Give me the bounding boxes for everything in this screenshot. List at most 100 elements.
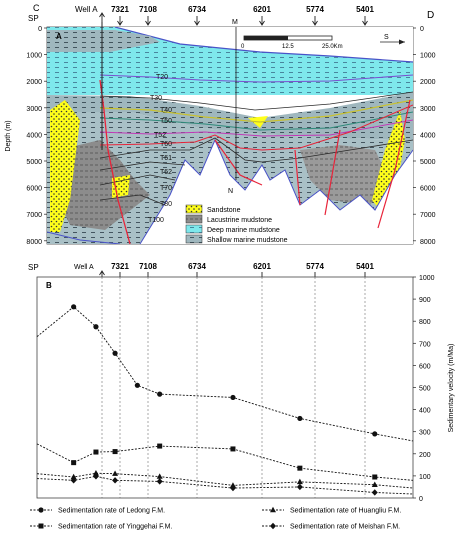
data-point-square xyxy=(93,449,99,455)
basin-floor-left xyxy=(47,231,121,244)
fault-3 xyxy=(294,149,301,206)
shallow-marine-top-pattern xyxy=(47,30,160,52)
basement xyxy=(140,140,413,244)
horizon-t40 xyxy=(99,99,413,123)
sp-arrow-a xyxy=(194,16,200,26)
data-point-triangle xyxy=(112,470,119,476)
rate-gridlines xyxy=(101,277,366,498)
horizon-label: T61 xyxy=(160,155,172,162)
data-point-circle xyxy=(38,507,44,513)
corner-label-right: D xyxy=(427,10,434,21)
basement-top xyxy=(139,138,413,244)
depth-tick-label-right: 3000 xyxy=(420,106,436,113)
rate-series xyxy=(36,304,414,496)
horizon-t20 xyxy=(99,74,413,83)
rate-y-tick-label: 700 xyxy=(419,341,431,348)
depth-tick-label-left: 5000 xyxy=(26,159,42,166)
depth-axis-left: 0 1000 2000 3000 4000 5000 6000 7000 8000 xyxy=(26,26,47,246)
rate-y-tick-label: 900 xyxy=(419,297,431,304)
data-point-square xyxy=(157,443,163,449)
data-point-diamond xyxy=(70,477,77,484)
data-point-circle xyxy=(93,324,99,330)
sp-number-b: 7321 xyxy=(111,262,129,271)
horizon-t62 xyxy=(99,161,186,171)
depth-tick-label-left: 6000 xyxy=(26,186,42,193)
seafloor-line xyxy=(114,27,413,63)
sp-arrow-a xyxy=(312,16,318,26)
fault-n xyxy=(214,139,263,186)
data-point-square xyxy=(38,523,44,529)
depth-tick-label-right: 4000 xyxy=(420,132,436,139)
rate-y-tick-label: 600 xyxy=(419,363,431,370)
sp-number-b: 5774 xyxy=(306,262,324,271)
data-point-diamond xyxy=(296,483,303,491)
horizon-label: T30 xyxy=(150,95,162,102)
depth-tick-label-left: 4000 xyxy=(26,132,42,139)
horizon-label: T52 xyxy=(154,132,166,139)
depth-tick-label-right: 7000 xyxy=(420,212,436,219)
horizon-t70 xyxy=(99,174,176,186)
well-arrow-a xyxy=(99,12,105,22)
rate-y-tick-label: 300 xyxy=(419,430,431,437)
data-point-diamond xyxy=(229,484,236,492)
horizon-label: T40 xyxy=(160,107,172,114)
legend-deep: Deep marine mudstone xyxy=(207,227,280,234)
legend-sandstone: Sandstone xyxy=(207,207,241,214)
sandstone-left-pattern xyxy=(50,100,80,232)
data-point-circle xyxy=(112,350,118,356)
legend-swatch-sandstone-pattern xyxy=(186,205,202,213)
data-point-circle xyxy=(230,394,236,401)
sp-number-a: 6201 xyxy=(253,5,271,14)
rate-series-circle xyxy=(36,304,414,442)
horizon-t50 xyxy=(99,111,413,131)
data-point-triangle xyxy=(270,506,276,513)
sp-arrow-a xyxy=(362,16,368,26)
panel-a-label: A xyxy=(56,32,62,41)
rate-legend: Sedimentation rate of Ledong F.M. Sedimen… xyxy=(30,506,401,531)
legend-shallow: Shallow marine mudstone xyxy=(207,237,288,244)
data-point-square xyxy=(372,474,378,480)
rate-y-tick-label: 0 xyxy=(419,496,423,503)
data-point-diamond xyxy=(112,477,119,484)
horizon-t61 xyxy=(99,137,413,163)
sp-number-a: 6734 xyxy=(188,5,206,14)
section-legend: Sandstone Lacustrine mudstone Deep marin… xyxy=(185,204,288,244)
depth-tick-label-right: 2000 xyxy=(420,79,436,86)
legend-swatch-deep-pattern xyxy=(186,225,202,233)
sp-number-b: 6734 xyxy=(188,262,206,271)
sp-number-a: 5774 xyxy=(306,5,324,14)
horizon-t60 xyxy=(99,104,413,151)
sp-number-b: 6201 xyxy=(253,262,271,271)
depth-tick-label-right: 5000 xyxy=(420,159,436,166)
panel-b-label: B xyxy=(46,281,52,290)
depth-tick-label-left: 2000 xyxy=(26,79,42,86)
scale-mid: 12.5 xyxy=(282,44,294,50)
data-point-circle xyxy=(372,431,378,437)
legend-label: Sedimentation rate of Huangliu F.M. xyxy=(290,508,401,515)
depth-tick-label-right: 8000 xyxy=(420,239,436,246)
horizon-t80 xyxy=(99,194,166,206)
horizon-label: T100 xyxy=(148,217,164,224)
fault-well xyxy=(99,79,131,244)
horizon-label: T62 xyxy=(160,169,172,176)
lacustrine-right-pattern xyxy=(300,145,390,205)
sp-number-a: 7321 xyxy=(111,5,129,14)
legend-swatch-shallow-pattern xyxy=(186,235,202,243)
data-point-square xyxy=(71,460,77,466)
horizon-label: T80 xyxy=(160,201,172,208)
rate-frame xyxy=(36,276,414,499)
data-point-circle xyxy=(71,304,77,310)
data-point-diamond xyxy=(156,478,163,485)
data-point-diamond xyxy=(270,522,276,530)
rate-y-tick-label: 500 xyxy=(419,386,431,393)
direction-label: S xyxy=(384,34,389,41)
corner-label-left: C xyxy=(33,3,40,13)
legend-label: Sedimentation rate of Yinggehai F.M. xyxy=(58,524,172,531)
section-panel: C D SP Well A 7321 7108 6734 6201 5774 5401 xyxy=(5,3,436,246)
data-point-triangle xyxy=(371,481,378,487)
legend-lacustrine: Lacustrine mudstone xyxy=(207,217,272,224)
data-point-triangle xyxy=(156,473,163,479)
rate-series-line xyxy=(36,306,414,442)
legend-label: Sedimentation rate of Meishan F.M. xyxy=(290,524,400,531)
horizon-labels: T20 T30 T40 T50 T52 T60 T61 T62 T70 T80 T100 xyxy=(148,74,172,224)
